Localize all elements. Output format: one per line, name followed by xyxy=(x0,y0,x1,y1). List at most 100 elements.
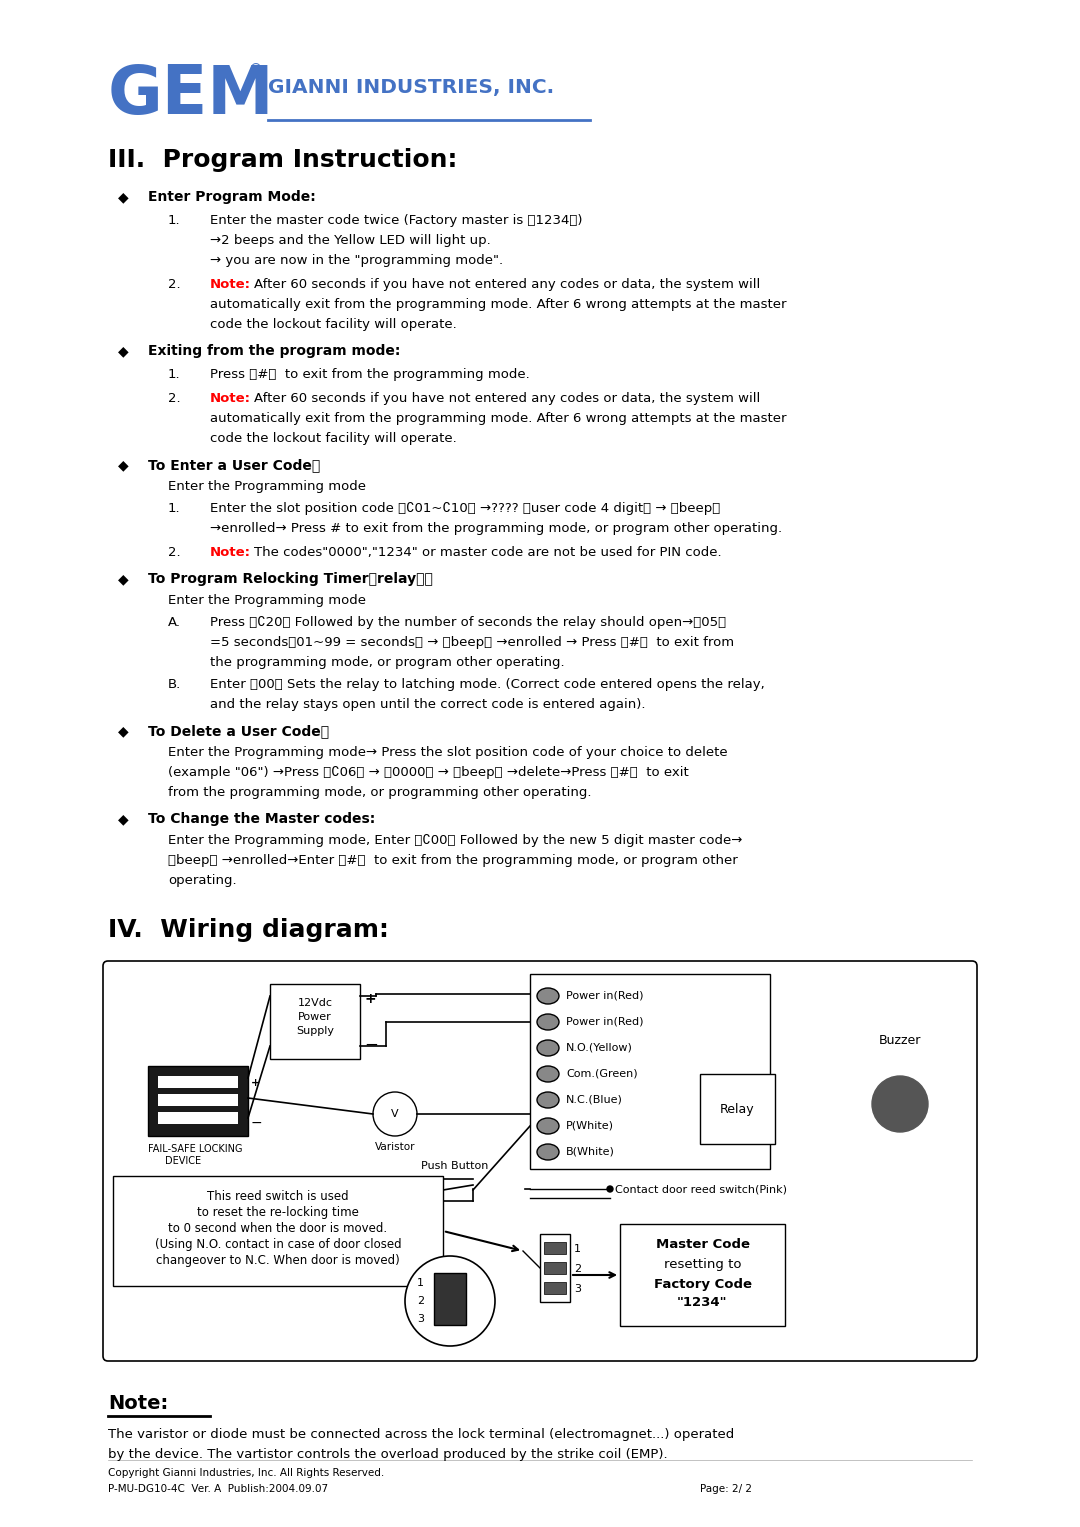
Text: Copyright Gianni Industries, Inc. All Rights Reserved.: Copyright Gianni Industries, Inc. All Ri… xyxy=(108,1467,384,1478)
Bar xyxy=(434,1274,465,1325)
Text: automatically exit from the programming mode. After 6 wrong attempts at the mast: automatically exit from the programming … xyxy=(210,412,786,425)
Text: After 60 seconds if you have not entered any codes or data, the system will: After 60 seconds if you have not entered… xyxy=(254,278,760,292)
Text: Page: 2/ 2: Page: 2/ 2 xyxy=(700,1484,752,1493)
Text: Varistor: Varistor xyxy=(375,1142,415,1151)
Text: changeover to N.C. When door is moved): changeover to N.C. When door is moved) xyxy=(157,1254,400,1267)
Circle shape xyxy=(373,1092,417,1136)
Text: ◆: ◆ xyxy=(118,573,129,586)
Text: A.: A. xyxy=(168,615,181,629)
Ellipse shape xyxy=(537,1118,559,1135)
Text: Enter the Programming mode, Enter 「∁00」 Followed by the new 5 digit master code→: Enter the Programming mode, Enter 「∁00」 … xyxy=(168,834,742,847)
Circle shape xyxy=(872,1077,928,1132)
Text: Note:: Note: xyxy=(210,278,251,292)
Bar xyxy=(113,1176,443,1286)
Text: FAIL-SAFE LOCKING: FAIL-SAFE LOCKING xyxy=(148,1144,243,1154)
Text: Contact door reed switch(Pink): Contact door reed switch(Pink) xyxy=(615,1183,787,1194)
Text: and the relay stays open until the correct code is entered again).: and the relay stays open until the corre… xyxy=(210,698,646,712)
Text: to reset the re-locking time: to reset the re-locking time xyxy=(197,1206,359,1219)
Text: automatically exit from the programming mode. After 6 wrong attempts at the mast: automatically exit from the programming … xyxy=(210,298,786,312)
Text: Enter the Programming mode: Enter the Programming mode xyxy=(168,479,366,493)
Text: Enter the slot position code 「∁01~∁10」 →???? （user code 4 digit） → （beep）: Enter the slot position code 「∁01~∁10」 →… xyxy=(210,502,720,515)
Text: ◆: ◆ xyxy=(118,458,129,472)
Text: Press 「∁20」 Followed by the number of seconds the relay should open→「05」: Press 「∁20」 Followed by the number of se… xyxy=(210,615,726,629)
Text: by the device. The vartistor controls the overload produced by the strike coil (: by the device. The vartistor controls th… xyxy=(108,1448,667,1461)
Bar xyxy=(540,1234,570,1303)
Text: The codes"0000","1234" or master code are not be used for PIN code.: The codes"0000","1234" or master code ar… xyxy=(254,547,721,559)
Text: ◆: ◆ xyxy=(118,812,129,826)
Text: from the programming mode, or programming other operating.: from the programming mode, or programmin… xyxy=(168,786,592,799)
Bar xyxy=(544,1283,566,1293)
Text: resetting to: resetting to xyxy=(664,1258,741,1270)
Bar xyxy=(270,983,360,1060)
Text: To Change the Master codes:: To Change the Master codes: xyxy=(148,812,375,826)
Text: IV.  Wiring diagram:: IV. Wiring diagram: xyxy=(108,918,389,942)
Text: to 0 second when the door is moved.: to 0 second when the door is moved. xyxy=(168,1222,388,1235)
Text: DEVICE: DEVICE xyxy=(165,1156,201,1167)
FancyBboxPatch shape xyxy=(103,960,977,1361)
Ellipse shape xyxy=(537,1066,559,1083)
Bar xyxy=(700,1073,775,1144)
Circle shape xyxy=(607,1186,613,1193)
Text: B(White): B(White) xyxy=(566,1147,615,1157)
Text: N.O.(Yellow): N.O.(Yellow) xyxy=(566,1043,633,1054)
Text: To Delete a User Code：: To Delete a User Code： xyxy=(148,724,329,738)
Text: 2: 2 xyxy=(573,1264,581,1274)
Text: GEM: GEM xyxy=(108,63,274,128)
Text: GIANNI INDUSTRIES, INC.: GIANNI INDUSTRIES, INC. xyxy=(268,78,554,98)
Bar xyxy=(158,1112,238,1124)
Text: Factory Code: Factory Code xyxy=(653,1278,752,1290)
Text: （beep） →enrolled→Enter 「#」  to exit from the programming mode, or program other: （beep） →enrolled→Enter 「#」 to exit from … xyxy=(168,854,738,867)
Text: 1.: 1. xyxy=(168,502,180,515)
Text: Buzzer: Buzzer xyxy=(879,1034,921,1048)
Text: 12Vdc: 12Vdc xyxy=(297,999,333,1008)
Text: →enrolled→ Press # to exit from the programming mode, or program other operating: →enrolled→ Press # to exit from the prog… xyxy=(210,522,782,534)
Ellipse shape xyxy=(537,1040,559,1057)
Text: P-MU-DG10-4C  Ver. A  Publish:2004.09.07: P-MU-DG10-4C Ver. A Publish:2004.09.07 xyxy=(108,1484,328,1493)
Text: =5 seconds（01~99 = seconds） → （beep） →enrolled → Press 「#」  to exit from: =5 seconds（01~99 = seconds） → （beep） →en… xyxy=(210,637,734,649)
Text: ◆: ◆ xyxy=(118,189,129,205)
Bar xyxy=(158,1077,238,1089)
Text: (example "06") →Press 「∁06」 → 「0000」 → （beep） →delete→Press 「#」  to exit: (example "06") →Press 「∁06」 → 「0000」 → （… xyxy=(168,767,689,779)
Text: Exiting from the program mode:: Exiting from the program mode: xyxy=(148,344,401,357)
Text: Supply: Supply xyxy=(296,1026,334,1035)
Text: Power in(Red): Power in(Red) xyxy=(566,1017,644,1028)
Text: Note:: Note: xyxy=(210,547,251,559)
Bar xyxy=(620,1225,785,1325)
Text: The varistor or diode must be connected across the lock terminal (electromagnet.: The varistor or diode must be connected … xyxy=(108,1428,734,1441)
Ellipse shape xyxy=(537,988,559,1003)
Text: (Using N.O. contact in case of door closed: (Using N.O. contact in case of door clos… xyxy=(154,1238,402,1251)
Text: Note:: Note: xyxy=(108,1394,168,1412)
Text: 1.: 1. xyxy=(168,214,180,228)
Text: B.: B. xyxy=(168,678,181,692)
Text: To Enter a User Code：: To Enter a User Code： xyxy=(148,458,321,472)
Text: →2 beeps and the Yellow LED will light up.: →2 beeps and the Yellow LED will light u… xyxy=(210,234,490,247)
Bar xyxy=(530,974,770,1170)
Text: ◆: ◆ xyxy=(118,344,129,357)
Text: After 60 seconds if you have not entered any codes or data, the system will: After 60 seconds if you have not entered… xyxy=(254,392,760,405)
Text: Relay: Relay xyxy=(720,1102,755,1116)
Ellipse shape xyxy=(537,1144,559,1161)
Text: To Program Relocking Timer（relay）：: To Program Relocking Timer（relay）： xyxy=(148,573,433,586)
Text: V: V xyxy=(391,1109,399,1119)
Text: This reed switch is used: This reed switch is used xyxy=(207,1190,349,1203)
Text: 3: 3 xyxy=(417,1315,424,1324)
Text: 3: 3 xyxy=(573,1284,581,1293)
Text: N.C.(Blue): N.C.(Blue) xyxy=(566,1095,623,1106)
Text: 1: 1 xyxy=(573,1245,581,1254)
Text: 1: 1 xyxy=(417,1278,424,1287)
Bar xyxy=(544,1241,566,1254)
Bar xyxy=(148,1066,248,1136)
Circle shape xyxy=(405,1257,495,1345)
Text: −: − xyxy=(364,1035,378,1054)
Text: Com.(Green): Com.(Green) xyxy=(566,1069,637,1080)
Text: +: + xyxy=(251,1078,260,1089)
Bar xyxy=(158,1093,238,1106)
Bar xyxy=(544,1261,566,1274)
Text: Enter Program Mode:: Enter Program Mode: xyxy=(148,189,315,205)
Text: Push Button: Push Button xyxy=(421,1161,488,1171)
Text: Enter 「00」 Sets the relay to latching mode. (Correct code entered opens the rela: Enter 「00」 Sets the relay to latching mo… xyxy=(210,678,765,692)
Text: Enter the Programming mode: Enter the Programming mode xyxy=(168,594,366,608)
Text: 2.: 2. xyxy=(168,278,180,292)
Text: III.  Program Instruction:: III. Program Instruction: xyxy=(108,148,457,173)
Ellipse shape xyxy=(537,1014,559,1031)
